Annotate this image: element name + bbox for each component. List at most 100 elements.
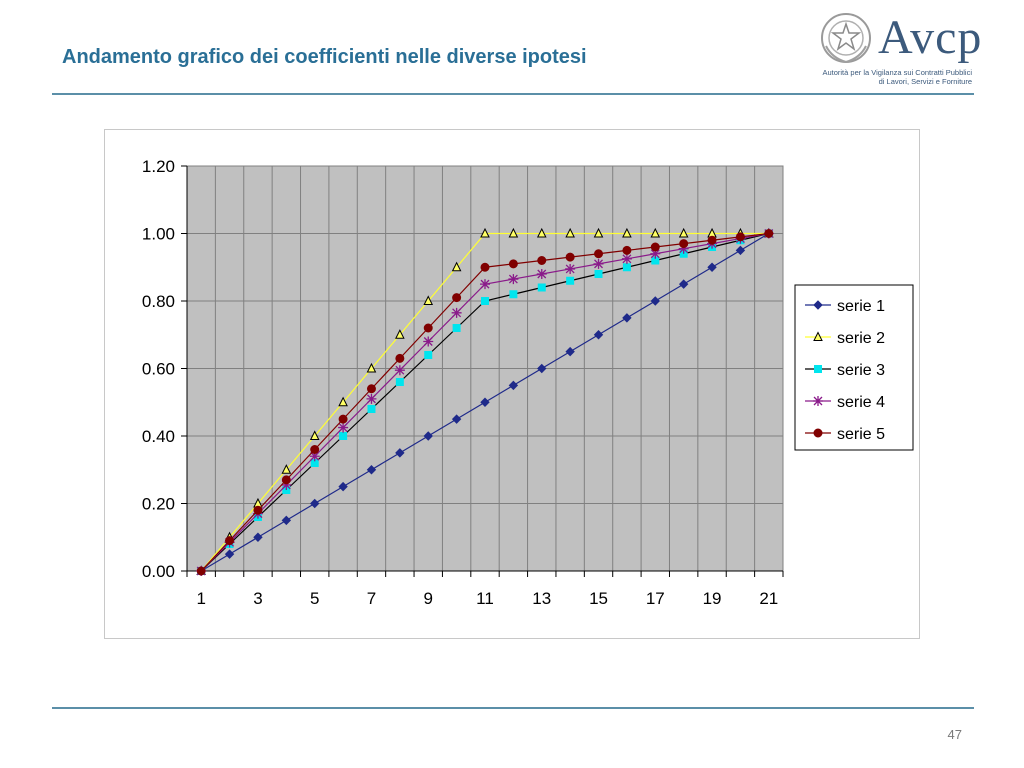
series-2-point xyxy=(678,227,689,238)
y-tick-label: 0.80 xyxy=(142,292,175,311)
legend-item-4: serie 4 xyxy=(805,394,885,411)
legend-item-3: serie 3 xyxy=(805,362,885,379)
x-tick-label: 7 xyxy=(367,589,376,608)
series-2-point xyxy=(622,227,632,238)
series-5-point xyxy=(679,239,689,249)
series-5-point xyxy=(225,536,235,546)
x-tick-label: 9 xyxy=(424,589,433,608)
series-5-point xyxy=(650,242,660,252)
x-tick-label: 19 xyxy=(703,589,722,608)
legend-label: serie 3 xyxy=(837,362,885,379)
series-3-point xyxy=(566,276,575,285)
series-1-point xyxy=(735,245,746,256)
y-tick-label: 1.20 xyxy=(142,157,175,176)
series-3-point xyxy=(367,405,376,413)
series-3-point xyxy=(509,290,518,299)
series-5-point xyxy=(764,229,774,238)
series-3-point xyxy=(395,378,404,386)
series-5-point xyxy=(452,293,462,303)
series-1-point xyxy=(707,262,717,272)
legend-label: serie 2 xyxy=(837,330,885,347)
logo-subtitle-line1: Autorità per la Vigilanza sui Contratti … xyxy=(822,68,972,77)
y-tick-label: 0.60 xyxy=(142,360,175,379)
series-1-point xyxy=(537,363,547,374)
series-4-point xyxy=(536,269,547,279)
series-1-point xyxy=(678,279,689,289)
series-1-point xyxy=(338,481,348,492)
y-tick-label: 0.40 xyxy=(142,427,175,446)
legend-label: serie 1 xyxy=(837,298,885,315)
series-2-point xyxy=(366,362,377,373)
series-3-point xyxy=(537,283,546,292)
legend-item-1: serie 1 xyxy=(805,298,885,315)
series-4-point xyxy=(650,248,661,259)
x-tick-label: 5 xyxy=(310,589,319,608)
series-3-point xyxy=(622,263,631,272)
series-5-point xyxy=(594,249,604,259)
series-5-point xyxy=(395,353,405,363)
series-1-point xyxy=(650,296,660,306)
series-4-point xyxy=(394,365,405,376)
y-tick-label: 0.00 xyxy=(142,562,175,581)
series-5-point xyxy=(310,445,320,454)
series-1-point xyxy=(622,313,632,323)
series-1-point xyxy=(395,448,405,458)
series-3-point xyxy=(594,270,603,278)
series-2-point xyxy=(650,227,661,238)
series-3-point xyxy=(481,297,489,305)
series-1-point xyxy=(508,380,519,391)
series-2-point xyxy=(593,227,604,238)
series-5-point xyxy=(707,235,717,245)
logo-subtitle-line2: di Lavori, Servizi e Forniture xyxy=(878,77,972,86)
series-5-point xyxy=(622,245,632,255)
series-2-point xyxy=(338,396,348,407)
series-4-point xyxy=(309,451,320,462)
series-5-point xyxy=(480,262,490,272)
legend-item-2: serie 2 xyxy=(805,330,885,347)
series-4-point xyxy=(565,263,576,274)
y-tick-label: 0.20 xyxy=(142,495,175,514)
series-5-point xyxy=(423,323,433,333)
logo-subtitle: Autorità per la Vigilanza sui Contratti … xyxy=(820,68,972,86)
legend-marker xyxy=(813,331,823,341)
series-2-point xyxy=(395,329,405,339)
series-2-point xyxy=(536,227,547,238)
series-5-point xyxy=(253,505,263,515)
series-5-point xyxy=(735,232,745,242)
series-1-point xyxy=(423,431,433,441)
series-2-point xyxy=(281,464,292,474)
series-4-point xyxy=(621,253,632,264)
series-1-point xyxy=(480,397,490,407)
x-tick-label: 11 xyxy=(476,589,494,608)
series-1-point xyxy=(366,465,377,475)
y-tick-label: 1.00 xyxy=(142,225,175,244)
series-1-point xyxy=(224,549,235,559)
slide-title: Andamento grafico dei coefficienti nelle… xyxy=(62,46,587,68)
series-4-point xyxy=(451,307,462,318)
legend-label: serie 5 xyxy=(837,426,885,443)
series-1-point xyxy=(281,515,292,526)
series-5-point xyxy=(366,384,376,394)
series-3-point xyxy=(424,351,433,359)
series-2-point xyxy=(480,227,490,238)
series-4-point xyxy=(338,422,349,433)
page-number: 47 xyxy=(947,727,962,742)
x-tick-label: 17 xyxy=(646,589,665,608)
legend-marker xyxy=(814,365,822,373)
series-1-point xyxy=(593,330,604,340)
series-4-point xyxy=(508,274,519,285)
series-4-point xyxy=(480,279,490,290)
legend-label: serie 4 xyxy=(837,394,885,411)
series-3-point xyxy=(339,432,348,440)
legend-marker xyxy=(813,396,823,406)
series-4-point xyxy=(423,336,434,347)
series-5-point xyxy=(565,252,575,262)
series-1-point xyxy=(310,498,320,509)
series-4-point xyxy=(281,479,292,490)
legend-item-5: serie 5 xyxy=(805,426,885,443)
series-2-point xyxy=(309,430,320,440)
series-1-point xyxy=(253,532,263,542)
series-5-point xyxy=(537,256,547,265)
series-1-point xyxy=(565,346,575,357)
line-chart: 0.000.200.400.600.801.001.201 3 5 7 9 11 13 15 1… xyxy=(142,157,914,608)
